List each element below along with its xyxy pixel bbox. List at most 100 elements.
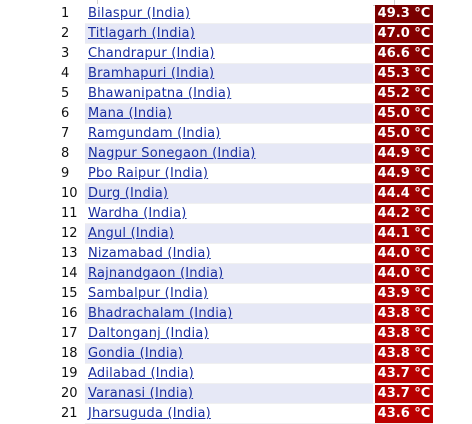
row-divider: [85, 183, 433, 184]
city-link[interactable]: Ramgundam (India): [88, 126, 221, 141]
temperature-badge: 46.6 °C: [375, 45, 433, 63]
row-divider: [85, 403, 433, 404]
city-cell: Bramhapuri (India): [85, 64, 373, 84]
temperature-badge: 43.8 °C: [375, 345, 433, 363]
city-link[interactable]: Mana (India): [88, 106, 172, 121]
rank-cell: 19: [57, 364, 85, 384]
temperature-badge: 43.7 °C: [375, 385, 433, 403]
city-cell: Wardha (India): [85, 204, 373, 224]
rank-cell: 15: [57, 284, 85, 304]
temperature-badge: 44.2 °C: [375, 205, 433, 223]
city-link[interactable]: Bhawanipatna (India): [88, 86, 232, 101]
temperature-badge: 45.0 °C: [375, 105, 433, 123]
row-divider: [85, 143, 433, 144]
city-link[interactable]: Sambalpur (India): [88, 286, 209, 301]
city-link[interactable]: Durg (India): [88, 186, 169, 201]
table-row: 5 Bhawanipatna (India) 45.2 °C: [57, 84, 433, 104]
row-divider: [85, 123, 433, 124]
city-cell: Jharsuguda (India): [85, 404, 373, 424]
row-divider: [85, 43, 433, 44]
city-link[interactable]: Varanasi (India): [88, 386, 194, 401]
city-cell: Daltonganj (India): [85, 324, 373, 344]
table-row: 19 Adilabad (India) 43.7 °C: [57, 364, 433, 384]
table-row: 7 Ramgundam (India) 45.0 °C: [57, 124, 433, 144]
city-cell: Mana (India): [85, 104, 373, 124]
city-link[interactable]: Angul (India): [88, 226, 175, 241]
temperature-badge: 44.1 °C: [375, 225, 433, 243]
temperature-badge: 43.8 °C: [375, 305, 433, 323]
table-row: 2 Titlagarh (India) 47.0 °C: [57, 24, 433, 44]
rank-cell: 1: [57, 4, 85, 24]
rank-cell: 14: [57, 264, 85, 284]
city-link[interactable]: Jharsuguda (India): [88, 406, 211, 421]
table-row: 9 Pbo Raipur (India) 44.9 °C: [57, 164, 433, 184]
city-cell: Chandrapur (India): [85, 44, 373, 64]
rank-cell: 13: [57, 244, 85, 264]
city-link[interactable]: Nizamabad (India): [88, 246, 211, 261]
row-divider: [85, 163, 433, 164]
city-cell: Bhawanipatna (India): [85, 84, 373, 104]
temperature-badge: 44.4 °C: [375, 185, 433, 203]
city-link[interactable]: Bilaspur (India): [88, 6, 191, 21]
city-link[interactable]: Daltonganj (India): [88, 326, 209, 341]
rank-cell: 11: [57, 204, 85, 224]
city-cell: Angul (India): [85, 224, 373, 244]
table-row: 11 Wardha (India) 44.2 °C: [57, 204, 433, 224]
row-divider: [85, 363, 433, 364]
temperature-badge: 44.9 °C: [375, 165, 433, 183]
row-divider: [85, 103, 433, 104]
temperature-badge: 43.7 °C: [375, 365, 433, 383]
city-link[interactable]: Bhadrachalam (India): [88, 306, 233, 321]
table-row: 17 Daltonganj (India) 43.8 °C: [57, 324, 433, 344]
city-cell: Bilaspur (India): [85, 4, 373, 24]
rank-cell: 2: [57, 24, 85, 44]
temperature-badge: 43.8 °C: [375, 325, 433, 343]
table-body: 1 Bilaspur (India) 49.3 °C 2 Titlagarh (Indi…: [57, 4, 433, 424]
city-cell: Titlagarh (India): [85, 24, 373, 44]
city-link[interactable]: Nagpur Sonegaon (India): [88, 146, 256, 161]
temperature-badge: 43.9 °C: [375, 285, 433, 303]
row-divider: [85, 343, 433, 344]
table-row: 20 Varanasi (India) 43.7 °C: [57, 384, 433, 404]
table-row: 13 Nizamabad (India) 44.0 °C: [57, 244, 433, 264]
temperature-badge: 43.6 °C: [375, 405, 433, 423]
city-cell: Gondia (India): [85, 344, 373, 364]
rank-cell: 20: [57, 384, 85, 404]
city-link[interactable]: Pbo Raipur (India): [88, 166, 209, 181]
table-row: 4 Bramhapuri (India) 45.3 °C: [57, 64, 433, 84]
row-divider: [85, 63, 433, 64]
temperature-ranking-table: 1 Bilaspur (India) 49.3 °C 2 Titlagarh (Indi…: [57, 0, 433, 424]
city-link[interactable]: Wardha (India): [88, 206, 187, 221]
table-row: 16 Bhadrachalam (India) 43.8 °C: [57, 304, 433, 324]
city-cell: Adilabad (India): [85, 364, 373, 384]
row-divider: [85, 243, 433, 244]
table-row: 12 Angul (India) 44.1 °C: [57, 224, 433, 244]
row-divider: [85, 303, 433, 304]
city-link[interactable]: Titlagarh (India): [88, 26, 195, 41]
row-divider: [85, 283, 433, 284]
city-link[interactable]: Rajnandgaon (India): [88, 266, 224, 281]
temperature-badge: 45.0 °C: [375, 125, 433, 143]
city-link[interactable]: Bramhapuri (India): [88, 66, 215, 81]
table-row: 18 Gondia (India) 43.8 °C: [57, 344, 433, 364]
table-row: 14 Rajnandgaon (India) 44.0 °C: [57, 264, 433, 284]
temperature-badge: 47.0 °C: [375, 25, 433, 43]
table-row: 10 Durg (India) 44.4 °C: [57, 184, 433, 204]
city-link[interactable]: Gondia (India): [88, 346, 184, 361]
city-cell: Rajnandgaon (India): [85, 264, 373, 284]
city-link[interactable]: Adilabad (India): [88, 366, 194, 381]
temperature-badge: 45.2 °C: [375, 85, 433, 103]
city-link[interactable]: Chandrapur (India): [88, 46, 215, 61]
temperature-badge: 44.0 °C: [375, 265, 433, 283]
rank-cell: 9: [57, 164, 85, 184]
city-cell: Bhadrachalam (India): [85, 304, 373, 324]
rank-cell: 6: [57, 104, 85, 124]
rank-cell: 18: [57, 344, 85, 364]
row-divider: [85, 83, 433, 84]
table-row: 8 Nagpur Sonegaon (India) 44.9 °C: [57, 144, 433, 164]
table-row: 1 Bilaspur (India) 49.3 °C: [57, 4, 433, 24]
table-row: 15 Sambalpur (India) 43.9 °C: [57, 284, 433, 304]
rank-cell: 4: [57, 64, 85, 84]
rank-cell: 10: [57, 184, 85, 204]
table-row: 6 Mana (India) 45.0 °C: [57, 104, 433, 124]
